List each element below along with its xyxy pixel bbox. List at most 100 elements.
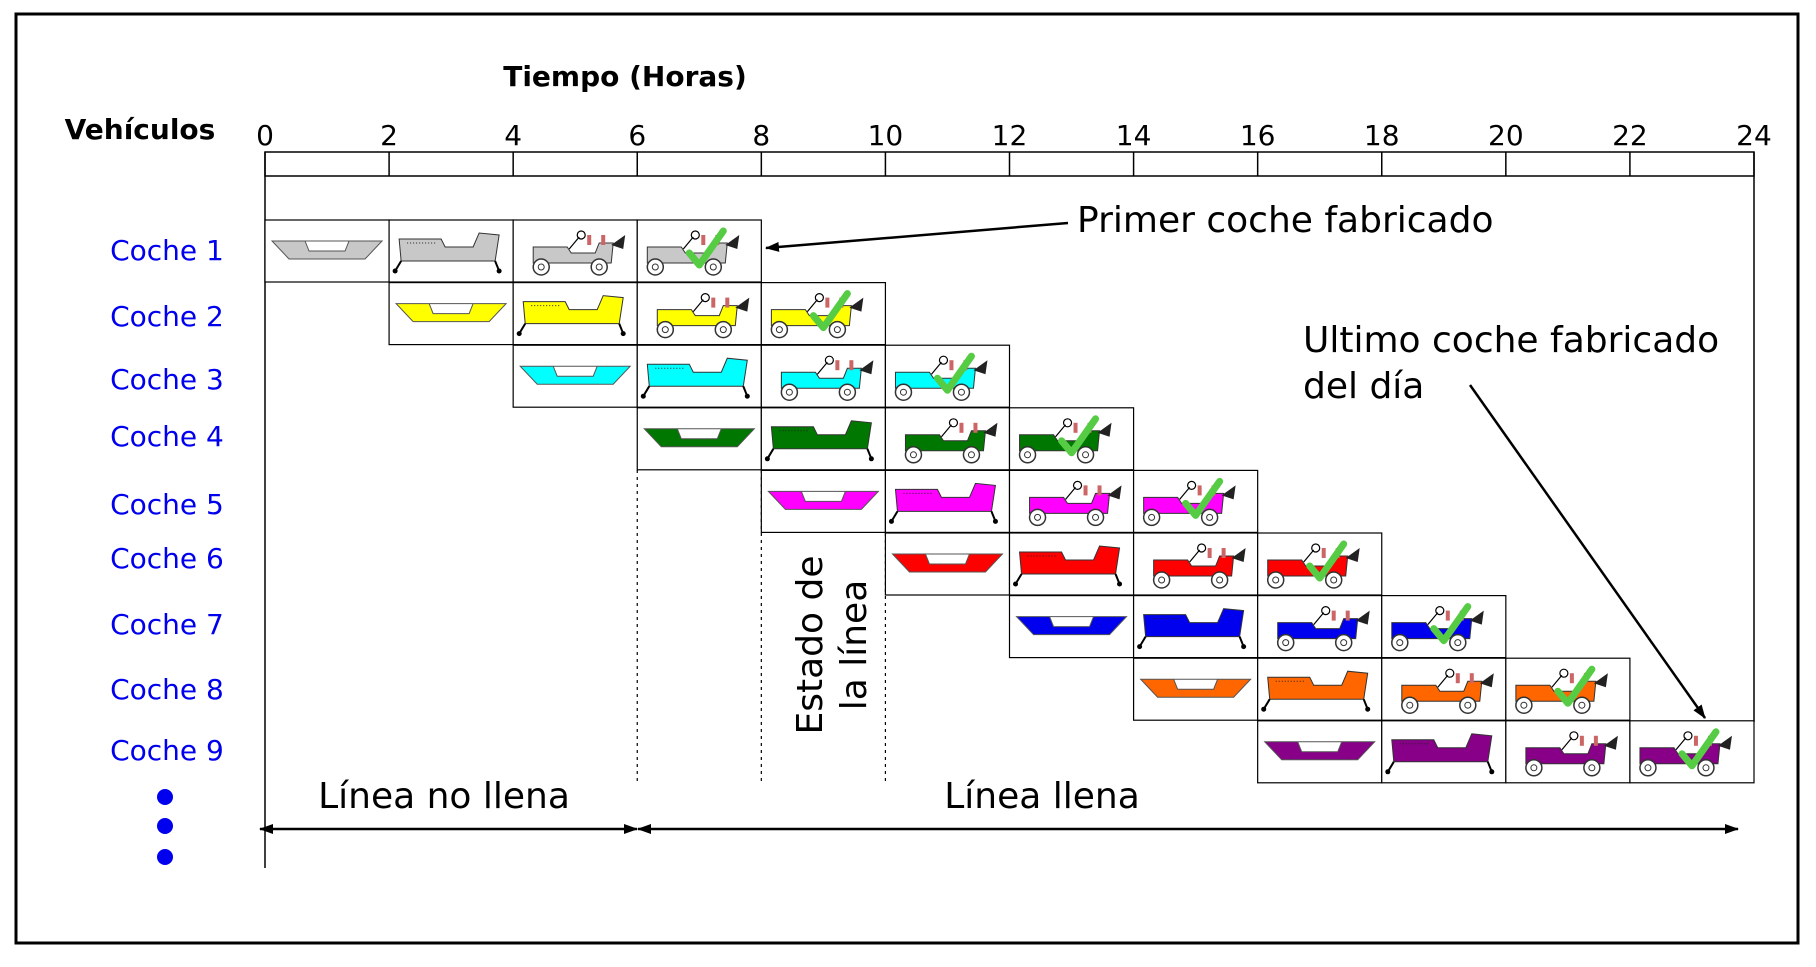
car-seat	[835, 360, 840, 371]
car-seat	[949, 360, 954, 371]
car-body-shape	[904, 430, 987, 452]
car-seat	[711, 297, 716, 308]
steering-wheel	[1435, 605, 1445, 616]
steering-column	[1561, 737, 1573, 751]
chassis-icon	[519, 365, 632, 385]
car-seat	[1197, 485, 1202, 496]
car-rows: Coche 1 Coche 2 Coche 3 Coche 4 Coche 5 Coche…	[110, 219, 1755, 784]
steering-column	[1055, 424, 1067, 438]
finished-car-icon	[894, 352, 988, 401]
steering-column	[1437, 674, 1449, 688]
car-seat	[1455, 673, 1460, 684]
car-seat	[587, 235, 592, 245]
chassis-shape	[394, 303, 508, 323]
wheel-hub	[1282, 639, 1290, 647]
car-body-shape	[656, 305, 738, 327]
finished-car-icon	[770, 290, 864, 339]
car-icon	[1276, 605, 1370, 652]
time-tick-label: 2	[380, 119, 398, 152]
body-pivot	[1365, 706, 1371, 712]
steering-wheel	[1187, 480, 1197, 490]
stage-cell	[1381, 720, 1507, 784]
wheel-hub	[1530, 764, 1538, 772]
wheel-hub	[1216, 576, 1224, 584]
wheel-hub	[1520, 701, 1528, 709]
continuation-dot	[157, 849, 173, 865]
stage-cell	[1505, 720, 1631, 784]
chassis-icon	[891, 553, 1004, 573]
steering-wheel	[948, 418, 959, 428]
time-tick-label: 14	[1116, 119, 1152, 152]
wheel-hub	[1082, 451, 1090, 459]
car-label: Coche 1	[110, 234, 224, 267]
stage-cell	[1132, 594, 1259, 659]
steering-wheel	[814, 293, 824, 303]
check-mark	[1058, 415, 1100, 457]
steering-column	[692, 299, 704, 312]
stage-cell-box	[1505, 720, 1631, 784]
finished-car-icon	[1515, 665, 1608, 714]
car-row: Coche 1	[110, 219, 762, 283]
steering-column	[1313, 612, 1325, 625]
car-horn	[1593, 673, 1608, 688]
stage-cell	[1257, 532, 1383, 596]
steering-wheel	[700, 293, 710, 303]
car-icon	[1028, 480, 1122, 527]
body-icon	[392, 232, 502, 274]
finished-car-icon	[1266, 540, 1360, 589]
body-shape	[646, 357, 748, 387]
time-tick-label: 18	[1364, 119, 1400, 152]
wheel-hub	[1340, 639, 1348, 647]
chassis-icon	[1015, 616, 1128, 636]
finished-car-icon	[1018, 415, 1112, 464]
car-seat	[1321, 548, 1326, 558]
car-body-shape	[1401, 680, 1483, 702]
wheel-hub	[1396, 639, 1404, 647]
car-seat	[849, 360, 854, 371]
car-seat	[1579, 735, 1584, 746]
steering-column	[930, 361, 942, 375]
car-icon	[1152, 543, 1246, 589]
car-horn	[725, 235, 740, 249]
stage-cell-box	[1381, 657, 1507, 721]
steering-wheel	[690, 230, 700, 240]
wheel-hub	[719, 326, 727, 334]
vehicles-header: Vehículos	[65, 113, 216, 146]
body-icon	[1013, 545, 1123, 587]
car-row: Coche 9	[110, 720, 1755, 784]
car-seat	[1569, 673, 1574, 684]
body-pivot	[1261, 706, 1267, 712]
stage-cell	[1257, 720, 1383, 784]
steering-wheel	[1683, 731, 1693, 741]
body-shape	[770, 420, 872, 450]
finished-car-icon	[646, 227, 740, 276]
car-horn	[983, 422, 998, 437]
stage-cell	[264, 219, 390, 283]
chassis-icon	[1139, 678, 1252, 698]
stage-cell	[884, 407, 1011, 471]
car-horn	[1097, 422, 1112, 437]
steering-wheel	[938, 355, 949, 365]
steering-wheel	[1062, 418, 1073, 428]
car-body-shape	[1029, 492, 1111, 514]
check-mark	[685, 227, 727, 269]
stage-cell	[760, 407, 887, 471]
car-seat	[1097, 485, 1102, 496]
chassis-shape	[643, 428, 756, 448]
chassis-shape	[1263, 741, 1376, 761]
wheel-hub	[1464, 701, 1472, 709]
steering-wheel	[1321, 605, 1331, 616]
car-seat	[825, 297, 830, 308]
car-seat	[1207, 548, 1212, 558]
body-pivot	[516, 331, 522, 337]
steering-column	[1303, 549, 1315, 563]
chassis-shape	[1139, 678, 1252, 698]
car-label: Coche 8	[110, 673, 224, 706]
stage-cell	[1505, 657, 1631, 721]
body-shape	[1143, 608, 1245, 638]
first-car-arrow	[765, 221, 1069, 252]
stage-cell	[1629, 720, 1755, 784]
stage-cell	[1132, 469, 1259, 533]
car-horn	[735, 297, 750, 312]
